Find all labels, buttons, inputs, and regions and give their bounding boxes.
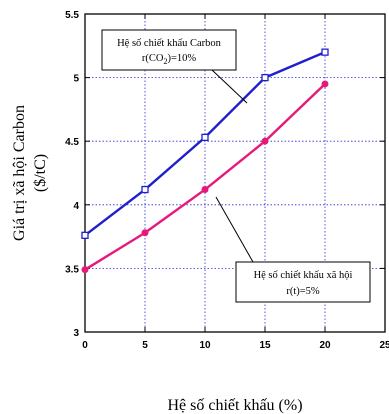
y-tick-label: 5.5: [65, 10, 79, 21]
series-2-point: [141, 229, 149, 237]
annotation-social-line1: Hệ số chiết khấu xã hội: [254, 270, 353, 281]
annotation-carbon-line2-sub: 2: [163, 57, 167, 66]
series-2-point: [261, 137, 269, 145]
x-tick-label: 0: [82, 340, 88, 351]
x-tick-label: 10: [199, 340, 211, 351]
x-tick-label: 15: [259, 340, 271, 351]
y-tick-label: 5: [73, 74, 79, 85]
annotation-carbon-line2-prefix: r(CO: [142, 53, 164, 64]
y-tick-label: 4: [73, 201, 79, 212]
series-1-point: [321, 48, 329, 56]
annotation-carbon-line1: Hệ số chiết khấu Carbon: [117, 38, 222, 49]
x-tick-label: 20: [319, 340, 331, 351]
annotation-social-box: [235, 261, 371, 303]
annotation-social-leader: [215, 196, 254, 263]
annotation-carbon-line2: r(CO2)=10%: [142, 53, 197, 66]
series-1-point: [81, 231, 89, 239]
annotation-social: Hệ số chiết khấu xã hội r(t)=5%: [215, 196, 371, 303]
annotation-carbon-line2-suffix: )=10%: [167, 53, 196, 64]
y-tick-label: 3.5: [65, 264, 79, 275]
annotation-social-line2: r(t)=5%: [286, 286, 320, 297]
y-tick-label: 3: [73, 328, 79, 339]
series-1-point: [201, 133, 209, 142]
series-2-point: [81, 266, 89, 274]
annotation-carbon: Hệ số chiết khấu Carbon r(CO2)=10%: [101, 29, 248, 104]
series-2-point: [201, 186, 209, 194]
series-layer: [81, 48, 329, 274]
axis-ticks: 0 5 10 15 20 25 3 3.5 4 4.5 5 5.5: [65, 10, 389, 351]
x-tick-label: 5: [142, 340, 148, 351]
series-2-point: [321, 80, 329, 88]
annotation-carbon-leader: [211, 69, 248, 104]
annotation-carbon-box: [101, 29, 237, 71]
plot-frame: [84, 13, 386, 333]
y-axis-label-line2: ($/tC): [32, 154, 49, 192]
y-axis-label-line1: Giá trị xã hội Carbon: [11, 105, 28, 241]
series-1-point: [141, 185, 149, 194]
y-tick-label: 4.5: [65, 137, 79, 148]
x-tick-label: 25: [379, 340, 389, 351]
series-1-point: [261, 73, 269, 82]
x-axis-label: Hệ số chiết khấu (%): [167, 397, 302, 414]
